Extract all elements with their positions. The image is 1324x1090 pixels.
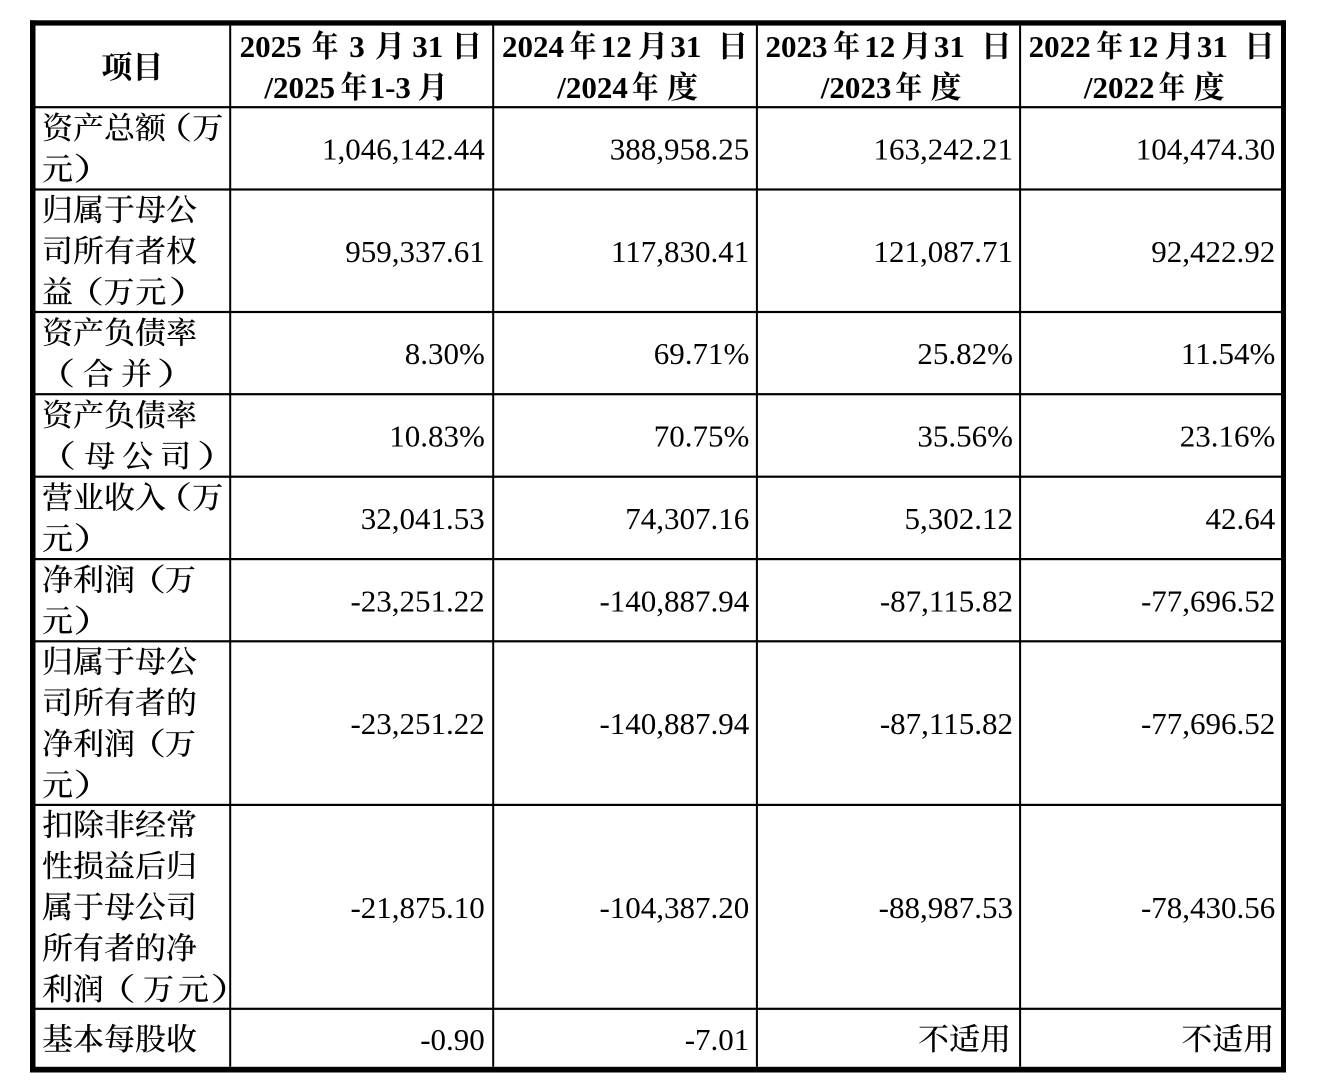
- svg-text:31: 31: [670, 29, 701, 64]
- svg-text:-104,387.20: -104,387.20: [599, 890, 749, 925]
- svg-text:-21,875.10: -21,875.10: [350, 890, 484, 925]
- svg-text:10.83%: 10.83%: [389, 419, 485, 454]
- svg-text:42.64: 42.64: [1206, 501, 1276, 536]
- svg-text:104,474.30: 104,474.30: [1136, 131, 1276, 166]
- svg-text:-77,696.52: -77,696.52: [1141, 706, 1275, 741]
- svg-text:-87,115.82: -87,115.82: [880, 706, 1013, 741]
- svg-text:31: 31: [934, 29, 965, 64]
- svg-text:117,830.41: 117,830.41: [611, 234, 749, 269]
- svg-text:70.75%: 70.75%: [654, 419, 750, 454]
- svg-text:-0.90: -0.90: [420, 1022, 485, 1057]
- svg-text:1-3: 1-3: [370, 70, 411, 105]
- svg-text:12: 12: [1127, 29, 1158, 64]
- svg-text:74,307.16: 74,307.16: [625, 501, 749, 536]
- svg-text:35.56%: 35.56%: [917, 419, 1013, 454]
- svg-text:2024: 2024: [502, 29, 564, 64]
- svg-text:12: 12: [864, 29, 895, 64]
- svg-text:25.82%: 25.82%: [917, 336, 1013, 371]
- svg-text:92,422.92: 92,422.92: [1151, 234, 1275, 269]
- svg-text:-88,987.53: -88,987.53: [879, 890, 1013, 925]
- svg-text:/2022: /2022: [1083, 70, 1155, 105]
- svg-text:-78,430.56: -78,430.56: [1141, 890, 1275, 925]
- svg-text:31: 31: [1197, 29, 1228, 64]
- svg-text:32,041.53: 32,041.53: [361, 501, 485, 536]
- svg-text:11.54%: 11.54%: [1181, 336, 1275, 371]
- svg-text:959,337.61: 959,337.61: [345, 234, 485, 269]
- svg-text:1,046,142.44: 1,046,142.44: [322, 131, 485, 166]
- svg-text:2022: 2022: [1029, 29, 1091, 64]
- svg-text:69.71%: 69.71%: [654, 336, 750, 371]
- svg-text:121,087.71: 121,087.71: [874, 234, 1014, 269]
- svg-text:3: 3: [349, 29, 365, 64]
- svg-text:-77,696.52: -77,696.52: [1141, 583, 1275, 618]
- svg-text:-140,887.94: -140,887.94: [599, 583, 749, 618]
- svg-text:23.16%: 23.16%: [1180, 419, 1276, 454]
- svg-text:2023: 2023: [766, 29, 828, 64]
- svg-text:-140,887.94: -140,887.94: [599, 706, 749, 741]
- svg-text:-87,115.82: -87,115.82: [880, 583, 1013, 618]
- svg-text:388,958.25: 388,958.25: [610, 131, 750, 166]
- svg-text:5,302.12: 5,302.12: [905, 501, 1014, 536]
- svg-text:2025: 2025: [240, 29, 302, 64]
- svg-text:8.30%: 8.30%: [405, 336, 485, 371]
- svg-text:-23,251.22: -23,251.22: [350, 583, 484, 618]
- svg-text:12: 12: [601, 29, 632, 64]
- svg-text:-23,251.22: -23,251.22: [350, 706, 484, 741]
- svg-text:/2025: /2025: [263, 70, 335, 105]
- svg-text:163,242.21: 163,242.21: [874, 131, 1014, 166]
- svg-text:/2024: /2024: [556, 70, 628, 105]
- svg-text:-7.01: -7.01: [685, 1022, 750, 1057]
- svg-text:/2023: /2023: [820, 70, 892, 105]
- svg-text:31: 31: [412, 29, 443, 64]
